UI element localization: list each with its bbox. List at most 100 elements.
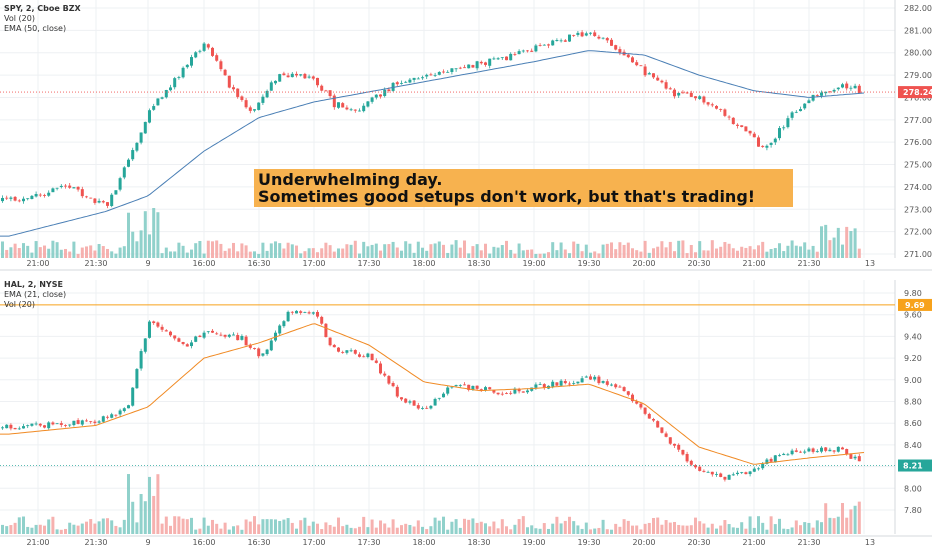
volume-bar — [169, 525, 172, 534]
volume-bar — [647, 522, 651, 534]
candle-body — [849, 87, 853, 89]
volume-bar — [807, 522, 811, 534]
volume-bar — [122, 246, 126, 258]
candle-body — [610, 384, 613, 386]
candle-body — [374, 360, 378, 363]
candle-body — [9, 424, 13, 429]
candle-body — [383, 89, 387, 97]
candle-body — [618, 49, 622, 53]
volume-bar — [572, 521, 576, 534]
candle-body — [362, 356, 366, 358]
candle-body — [547, 44, 550, 46]
y-tick-label: 8.80 — [904, 398, 922, 407]
candle-body — [106, 202, 109, 206]
candle-body — [261, 353, 265, 356]
volume-bar — [601, 519, 605, 534]
volume-bar — [408, 524, 412, 534]
volume-bar — [181, 518, 185, 534]
volume-bar — [383, 244, 387, 258]
candle-body — [68, 185, 72, 188]
volume-bar — [715, 248, 718, 258]
candle-body — [215, 55, 219, 61]
volume-bar — [752, 527, 756, 534]
candle-body — [316, 311, 319, 317]
candle-body — [559, 380, 563, 386]
volume-bar — [177, 516, 181, 534]
candle-body — [152, 106, 156, 110]
candle-body — [450, 386, 454, 388]
volume-bar — [479, 521, 483, 534]
volume-bar — [479, 250, 483, 258]
candle-body — [534, 45, 538, 52]
candle-body — [815, 451, 819, 453]
volume-bar — [559, 242, 563, 258]
volume-bar — [799, 525, 802, 534]
volume-bar — [59, 249, 63, 258]
annotation-callout[interactable]: Underwhelming day. Sometimes good setups… — [254, 169, 793, 207]
volume-bar — [68, 251, 72, 258]
candle-body — [782, 453, 786, 456]
candle-body — [828, 449, 832, 452]
y-tick-label: 9.40 — [904, 332, 922, 341]
candle-body — [295, 73, 298, 76]
candle-body — [710, 104, 714, 106]
candle-body — [337, 347, 340, 352]
candle-body — [1, 197, 4, 202]
candle-body — [454, 385, 458, 387]
volume-bar — [374, 527, 378, 534]
volume-bar — [689, 244, 693, 258]
candle-body — [568, 383, 571, 385]
volume-bar — [446, 252, 450, 258]
candle-body — [467, 64, 471, 69]
candle-body — [660, 80, 664, 83]
y-tick-label: 9.80 — [904, 289, 922, 298]
candle-body — [643, 66, 647, 76]
volume-bar — [484, 523, 487, 534]
volume-bar — [185, 519, 189, 534]
volume-bar — [17, 248, 21, 258]
volume-bar — [593, 528, 597, 534]
candle-body — [80, 189, 84, 197]
hal-legend: HAL, 2, NYSE EMA (21, close) Vol (20) — [4, 280, 66, 310]
volume-bar — [374, 243, 378, 258]
candle-body — [395, 386, 399, 397]
candle-body — [148, 110, 151, 123]
volume-bar — [9, 525, 13, 534]
volume-bar — [290, 522, 294, 534]
candle-body — [811, 448, 815, 452]
volume-bar — [794, 520, 798, 534]
volume-bar — [34, 241, 38, 258]
candle-body — [572, 35, 576, 36]
volume-bar — [9, 247, 13, 258]
candle-body — [215, 333, 219, 335]
candle-body — [757, 137, 760, 147]
candle-body — [211, 330, 214, 333]
volume-bar — [689, 525, 693, 534]
candle-body — [139, 351, 143, 369]
volume-bar — [807, 249, 811, 258]
candle-body — [47, 192, 51, 196]
candle-body — [240, 335, 244, 340]
volume-bar — [232, 242, 235, 258]
volume-bar — [534, 253, 538, 258]
volume-bar — [358, 526, 361, 534]
volume-bar — [353, 240, 357, 258]
time-axis-label: 21:30 — [84, 538, 107, 547]
candle-body — [836, 87, 840, 90]
time-axis-label: 21:00 — [26, 538, 49, 547]
volume-bar — [215, 523, 219, 534]
candle-body — [622, 387, 626, 392]
volume-bar — [185, 252, 189, 258]
candle-body — [295, 310, 298, 314]
candle-body — [643, 407, 647, 414]
volume-bar — [450, 244, 454, 258]
last-price-label: 8.21 — [903, 462, 923, 471]
candle-body — [17, 200, 21, 202]
candle-body — [731, 117, 735, 125]
volume-bar — [332, 526, 336, 534]
volume-bar — [219, 243, 223, 258]
candle-body — [211, 47, 214, 56]
volume-bar — [542, 523, 546, 534]
candle-body — [72, 187, 76, 189]
